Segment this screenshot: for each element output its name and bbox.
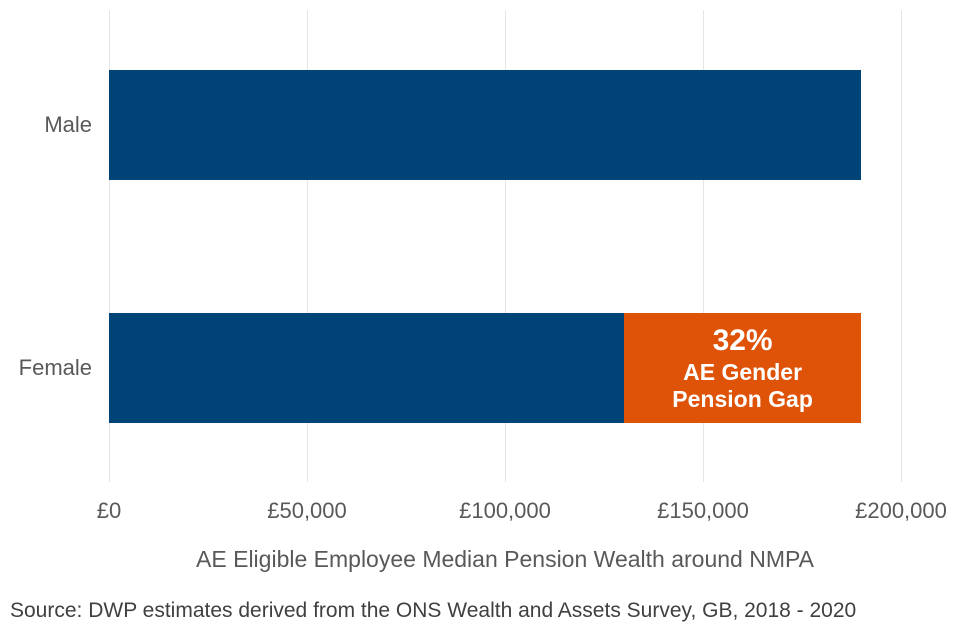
tick-label: £100,000 [459,498,551,523]
gridline [703,10,704,482]
gap-percent-label: 32% [712,324,773,357]
gap-label-line3: Pension Gap [672,386,813,412]
tick-label: £50,000 [267,498,347,523]
tick-label: £150,000 [657,498,749,523]
source-note: Source: DWP estimates derived from the O… [10,599,857,622]
category-label-male: Male [44,112,92,137]
bar-male [109,70,862,180]
gridline [505,10,506,482]
gap-label-line2: AE Gender [683,359,803,385]
bar-female [109,313,624,423]
gridline [901,10,902,482]
tick-label: £200,000 [855,498,947,523]
gridline [109,10,110,482]
x-axis-title: AE Eligible Employee Median Pension Weal… [196,546,814,572]
tick-label: £0 [96,498,122,523]
gridline [307,10,308,482]
gap-segment: 32% AE Gender Pension Gap [623,313,862,423]
category-label-female: Female [18,355,92,380]
